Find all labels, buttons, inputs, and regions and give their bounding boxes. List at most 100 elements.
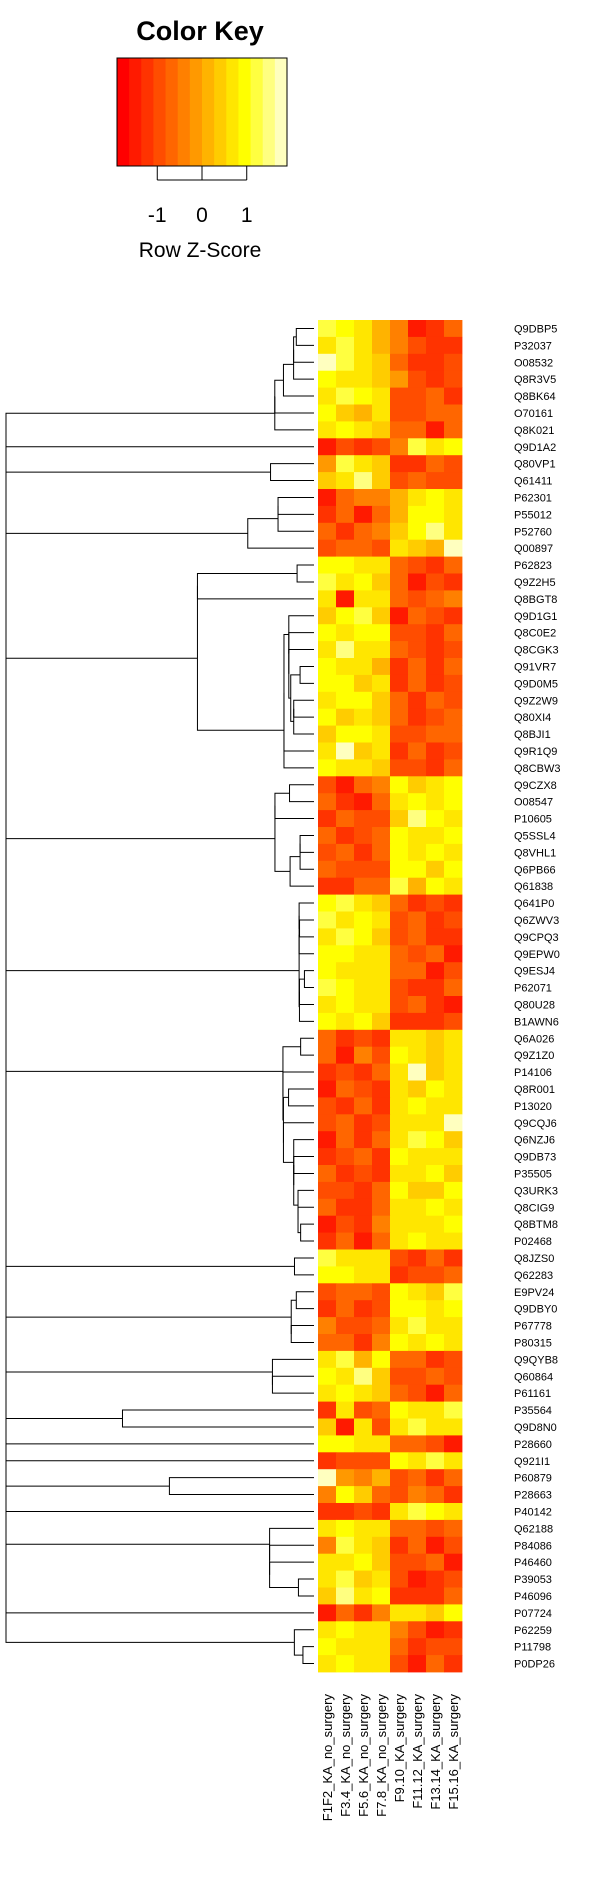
- heatmap-cell: [318, 1012, 337, 1031]
- heatmap-cell: [390, 641, 409, 659]
- heatmap-cell: [354, 1638, 373, 1656]
- heatmap-cell: [336, 674, 355, 693]
- heatmap-cell: [318, 489, 337, 507]
- dendrogram-branch: [297, 1189, 314, 1220]
- heatmap-cell: [318, 1283, 337, 1301]
- heatmap-cell: [318, 641, 337, 659]
- heatmap-cell: [408, 1131, 427, 1149]
- dendrogram-branch: [168, 1477, 314, 1496]
- row-label: P14106: [514, 1067, 552, 1079]
- heatmap-cell: [336, 945, 355, 963]
- dendrogram-branch: [293, 1156, 314, 1174]
- heatmap-cell: [390, 1114, 409, 1132]
- heatmap-cell: [426, 1604, 445, 1622]
- dendrogram-branch: [282, 1071, 314, 1121]
- heatmap-cell: [390, 1063, 409, 1081]
- color-key-swatch: [189, 58, 203, 166]
- heatmap-cell: [318, 962, 337, 980]
- heatmap-cell: [372, 1418, 391, 1436]
- color-key-swatch: [238, 58, 252, 166]
- heatmap-cell: [318, 1655, 337, 1673]
- heatmap-cell: [390, 877, 409, 895]
- heatmap-cell: [354, 827, 373, 845]
- heatmap-cell: [426, 1131, 445, 1149]
- heatmap-cell: [372, 1283, 391, 1301]
- heatmap-cell: [408, 387, 427, 405]
- heatmap-cell: [444, 1638, 463, 1656]
- row-label: P62259: [514, 1625, 552, 1637]
- heatmap-cell: [390, 1503, 409, 1521]
- heatmap-cell: [444, 691, 463, 710]
- dendrogram-branch: [282, 1122, 314, 1163]
- heatmap-cell: [336, 1418, 355, 1436]
- row-label: Q5SSL4: [514, 830, 556, 842]
- row-label: Q61411: [514, 476, 552, 488]
- heatmap-cell: [444, 438, 463, 456]
- heatmap-cell: [372, 624, 391, 642]
- heatmap-cell: [444, 1587, 463, 1605]
- heatmap-cell: [318, 894, 337, 912]
- heatmap-cell: [372, 1198, 391, 1217]
- heatmap-cell: [444, 1519, 463, 1538]
- dendrogram-branch: [282, 363, 314, 397]
- heatmap-cell: [372, 1553, 391, 1571]
- heatmap-cell: [354, 945, 373, 963]
- heatmap-cell: [390, 320, 409, 338]
- heatmap-cell: [444, 996, 463, 1014]
- heatmap-cell: [354, 387, 373, 405]
- row-label: P28660: [514, 1439, 552, 1451]
- dendrogram-branch: [270, 463, 314, 482]
- heatmap-cell: [408, 1486, 427, 1504]
- row-label: Q9Z2H5: [514, 577, 556, 589]
- heatmap-cell: [408, 658, 427, 676]
- heatmap-cell: [318, 1350, 337, 1369]
- heatmap-cell: [336, 996, 355, 1014]
- heatmap-cell: [444, 742, 463, 760]
- heatmap-cell: [426, 979, 445, 997]
- heatmap-cell: [372, 1587, 391, 1605]
- heatmap-cell: [372, 928, 391, 946]
- heatmap-cell: [426, 353, 445, 372]
- dendrogram-branch: [282, 1096, 289, 1143]
- heatmap-cell: [336, 1198, 355, 1217]
- row-dendrogram: [5, 327, 314, 1665]
- heatmap-cell: [444, 1317, 463, 1335]
- heatmap-cell: [318, 1080, 337, 1098]
- heatmap-cell: [318, 1384, 337, 1402]
- heatmap-cell: [444, 911, 463, 929]
- dendrogram-branch: [5, 838, 275, 1252]
- heatmap-cell: [354, 522, 373, 541]
- heatmap-cell: [426, 1486, 445, 1504]
- heatmap-cell: [336, 1519, 355, 1538]
- heatmap-cell: [354, 1317, 373, 1335]
- heatmap-cell: [372, 353, 391, 372]
- heatmap-cell: [408, 1232, 427, 1250]
- heatmap-cell: [426, 1232, 445, 1250]
- heatmap-cell: [408, 759, 427, 777]
- heatmap-cell: [372, 522, 391, 541]
- heatmap-cell: [372, 691, 391, 710]
- row-label: Q8R001: [514, 1084, 555, 1096]
- heatmap-cell: [354, 793, 373, 811]
- heatmap-cell: [408, 539, 427, 557]
- heatmap-cell: [426, 1334, 445, 1352]
- heatmap-cell: [426, 1080, 445, 1098]
- heatmap-cell: [408, 370, 427, 388]
- heatmap-cell: [354, 1367, 373, 1386]
- dendrogram-branch: [274, 792, 314, 820]
- heatmap-cell: [372, 1621, 391, 1639]
- heatmap-cell: [408, 1418, 427, 1436]
- heatmap-cell: [408, 674, 427, 693]
- row-label: P67778: [514, 1321, 552, 1333]
- heatmap-cell: [390, 1012, 409, 1031]
- heatmap-cell: [390, 1486, 409, 1504]
- heatmap-cell: [372, 641, 391, 659]
- heatmap-cell: [318, 658, 337, 676]
- heatmap-cell: [318, 742, 337, 760]
- heatmap-cell: [444, 522, 463, 541]
- heatmap-cell: [426, 1266, 445, 1284]
- heatmap-cell: [354, 1350, 373, 1369]
- heatmap-cell: [426, 759, 445, 777]
- heatmap-cell: [390, 624, 409, 642]
- heatmap-cell: [354, 860, 373, 879]
